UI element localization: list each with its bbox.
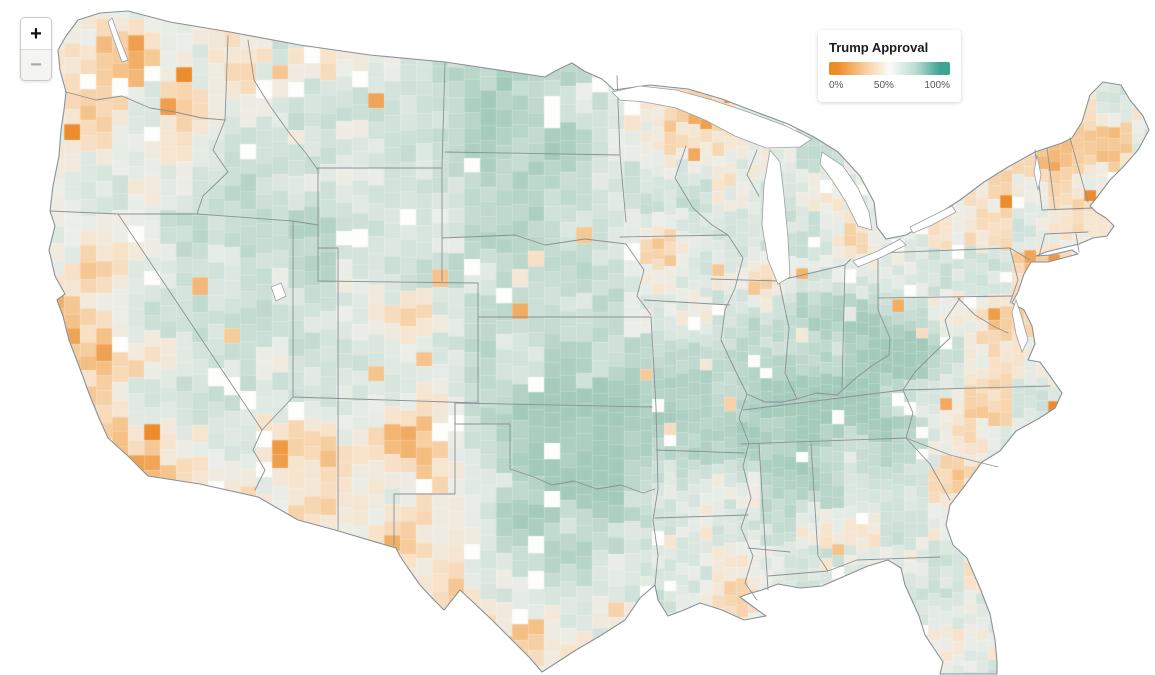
legend-title: Trump Approval	[829, 40, 929, 55]
legend-ticks: 0% 50% 100%	[829, 80, 950, 91]
legend-card: Trump Approval 0% 50% 100%	[818, 30, 961, 102]
legend-gradient-bar	[829, 62, 950, 75]
legend-tick-max: 100%	[924, 80, 950, 91]
map-zoom-control: + −	[20, 17, 52, 81]
zoom-out-button[interactable]: −	[21, 49, 51, 80]
legend-tick-min: 0%	[829, 80, 844, 91]
zoom-in-button[interactable]: +	[21, 18, 51, 49]
legend-tick-mid: 50%	[873, 80, 894, 91]
